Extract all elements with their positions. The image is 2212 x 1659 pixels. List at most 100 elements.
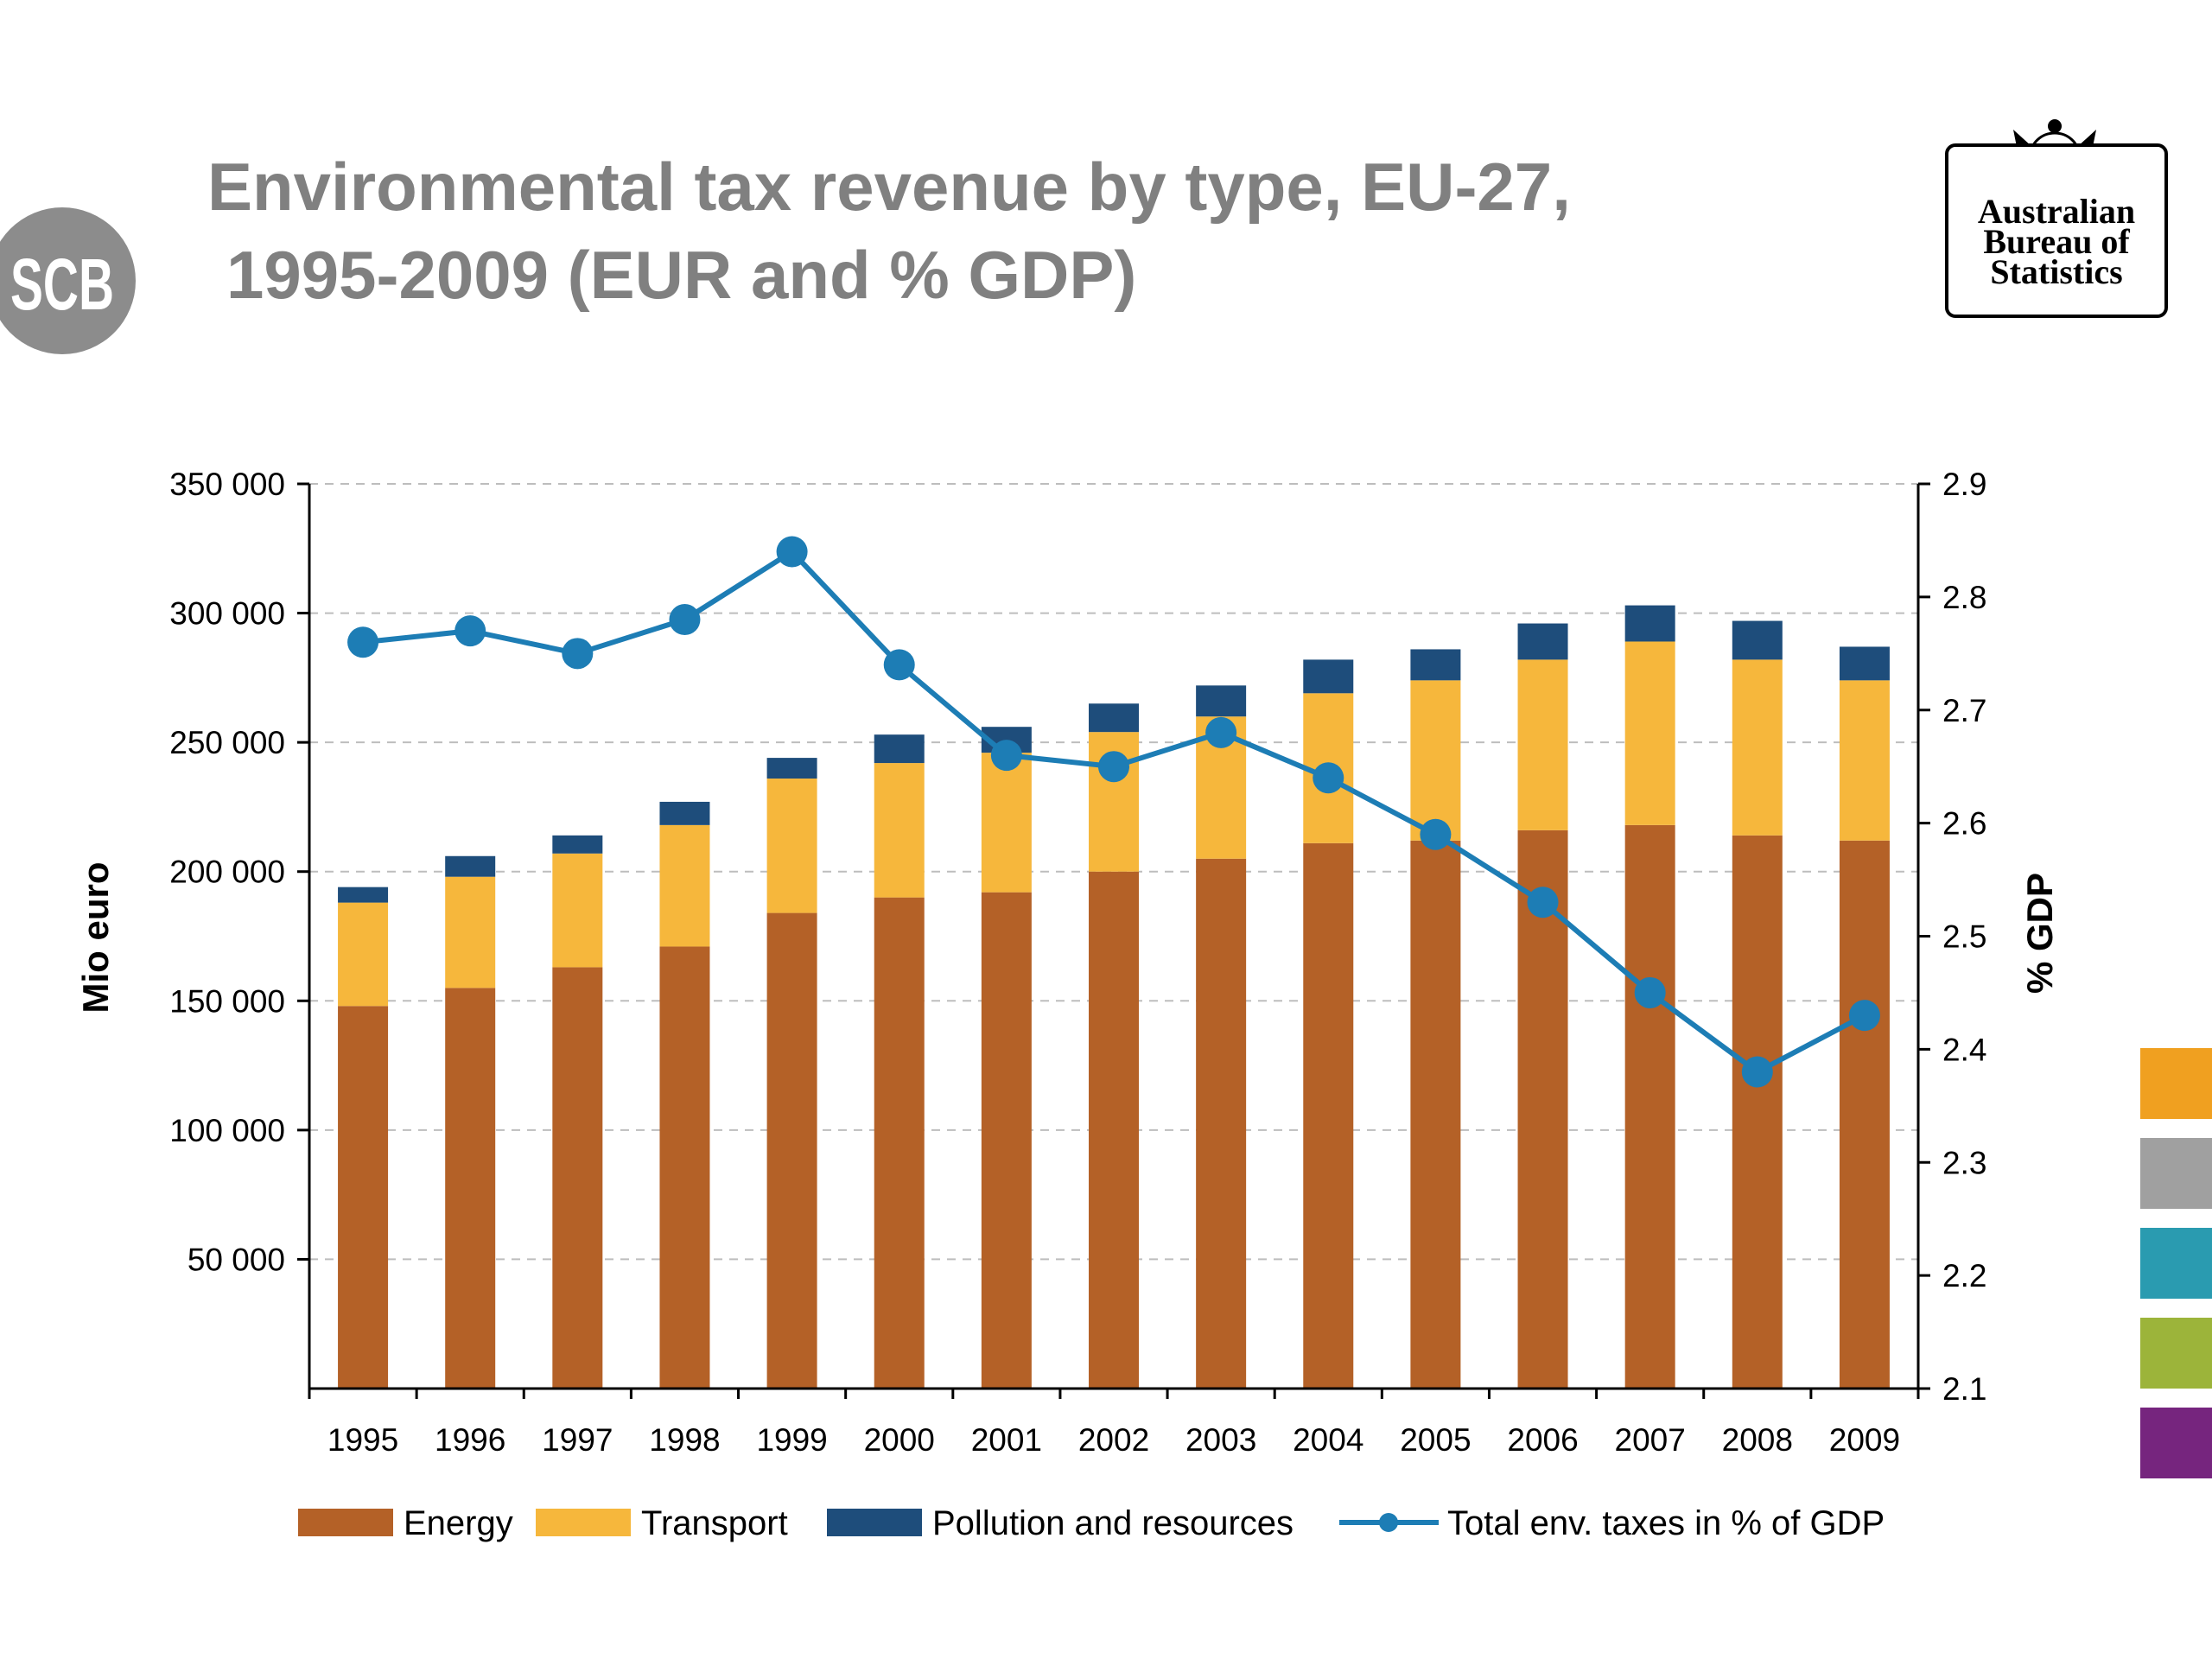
- gdp-point: [1098, 751, 1129, 783]
- legend-label: Pollution and resources: [932, 1504, 1294, 1542]
- bar-segment: [445, 876, 496, 988]
- bar-segment: [338, 1006, 389, 1389]
- x-tick-label: 2007: [1615, 1422, 1686, 1458]
- gdp-point: [1741, 1056, 1773, 1088]
- bar-segment: [1732, 620, 1783, 660]
- y-right-tick-label: 2.3: [1942, 1145, 1986, 1180]
- bar-segment: [1517, 830, 1568, 1389]
- tick-labels: 350 000 300 000 250 000 200 000 150 000 100 0…: [169, 467, 1986, 1458]
- x-tick-label: 2004: [1293, 1422, 1363, 1458]
- bars: [338, 605, 1890, 1389]
- gdp-point: [776, 536, 808, 568]
- y-right-tick-label: 2.8: [1942, 580, 1986, 615]
- gdp-point: [1527, 887, 1559, 918]
- y-right-tick-label: 2.9: [1942, 467, 1986, 502]
- gdp-point: [1205, 716, 1237, 748]
- bar-segment: [1410, 649, 1461, 681]
- x-tick-label: 1998: [649, 1422, 720, 1458]
- gdp-point: [347, 626, 379, 658]
- bar-segment: [659, 801, 710, 825]
- bar-segment: [1517, 659, 1568, 830]
- gdp-line-series: [347, 536, 1880, 1088]
- abs-logo-line-2: Bureau of: [1983, 222, 2130, 261]
- bar-segment: [766, 912, 817, 1389]
- axes: [297, 482, 1930, 1399]
- legend-label: Total env. taxes in % of GDP: [1447, 1504, 1885, 1542]
- slide-title-line-2: 1995-2009 (EUR and % GDP): [226, 237, 1136, 313]
- legend-line-marker: [1379, 1513, 1398, 1532]
- abs-logo-line-3: Statistics: [1990, 252, 2122, 291]
- x-tick-label: 1996: [435, 1422, 505, 1458]
- chart-legend: Energy Transport Pollution and resources To…: [298, 1504, 1885, 1542]
- bar-segment: [1839, 680, 1890, 841]
- legend-label: Energy: [404, 1504, 513, 1542]
- bar-segment: [766, 779, 817, 913]
- y-tick-label: 200 000: [169, 855, 285, 890]
- gdp-point: [1848, 1000, 1880, 1032]
- x-tick-label: 2008: [1722, 1422, 1793, 1458]
- legend-swatch: [536, 1509, 631, 1536]
- y-tick-label: 150 000: [169, 983, 285, 1019]
- bar-segment: [1732, 659, 1783, 836]
- abs-logo-frame: [1945, 143, 2168, 318]
- x-tick-label: 2005: [1400, 1422, 1471, 1458]
- bar-segment: [1517, 623, 1568, 660]
- legend-swatch: [827, 1509, 922, 1536]
- scb-logo-text: SCB: [10, 244, 114, 325]
- bar-segment: [445, 855, 496, 877]
- side-color-swatches: [2140, 1048, 2212, 1478]
- bar-segment: [766, 758, 817, 779]
- y-tick-label: 50 000: [188, 1242, 285, 1277]
- bar-segment: [659, 946, 710, 1389]
- abs-logo-line-1: Australian: [1978, 192, 2135, 231]
- x-tick-label: 2006: [1507, 1422, 1578, 1458]
- x-tick-label: 1999: [756, 1422, 827, 1458]
- bar-segment: [874, 897, 925, 1389]
- bar-segment: [659, 824, 710, 947]
- bar-segment: [338, 887, 389, 903]
- y-right-tick-label: 2.6: [1942, 806, 1986, 842]
- x-tick-label: 2003: [1185, 1422, 1256, 1458]
- gdp-point: [562, 638, 594, 670]
- bar-segment: [1196, 685, 1247, 717]
- y-axis-left-title: Mio euro: [75, 862, 116, 1014]
- side-swatch: [2140, 1408, 2212, 1478]
- gdp-point: [1420, 818, 1452, 850]
- bar-segment: [1410, 840, 1461, 1389]
- bar-segment: [874, 763, 925, 898]
- bar-segment: [1303, 842, 1354, 1389]
- slide-title-line-1: Environmental tax revenue by type, EU-27…: [207, 149, 1571, 225]
- bar-segment: [1624, 824, 1675, 1389]
- bar-segment: [981, 753, 1032, 893]
- bar-segment: [1624, 605, 1675, 642]
- bar-segment: [552, 853, 603, 968]
- legend-label: Transport: [641, 1504, 788, 1542]
- x-tick-label: 2000: [864, 1422, 935, 1458]
- side-swatch: [2140, 1138, 2212, 1209]
- bar-segment: [338, 902, 389, 1007]
- gdp-point: [669, 604, 701, 636]
- side-swatch: [2140, 1228, 2212, 1299]
- y-tick-label: 100 000: [169, 1113, 285, 1148]
- legend-swatch: [298, 1509, 393, 1536]
- gdp-point: [454, 615, 486, 647]
- gdp-point: [883, 649, 915, 681]
- y-tick-label: 300 000: [169, 596, 285, 632]
- bar-segment: [552, 967, 603, 1389]
- bar-segment: [1839, 840, 1890, 1389]
- gdp-point: [990, 740, 1022, 772]
- abs-logo: Australian Bureau of Statistics: [1945, 119, 2168, 318]
- bar-segment: [874, 734, 925, 764]
- bar-segment: [1410, 680, 1461, 841]
- gdp-point: [1313, 762, 1344, 794]
- y-right-tick-label: 2.2: [1942, 1258, 1986, 1294]
- bar-segment: [1732, 835, 1783, 1389]
- x-tick-label: 2009: [1829, 1422, 1900, 1458]
- y-tick-label: 350 000: [169, 467, 285, 502]
- x-tick-label: 1997: [542, 1422, 613, 1458]
- bar-segment: [1089, 871, 1139, 1389]
- side-swatch: [2140, 1318, 2212, 1389]
- x-tick-label: 1995: [327, 1422, 398, 1458]
- bar-segment: [445, 988, 496, 1389]
- y-right-tick-label: 2.1: [1942, 1371, 1986, 1407]
